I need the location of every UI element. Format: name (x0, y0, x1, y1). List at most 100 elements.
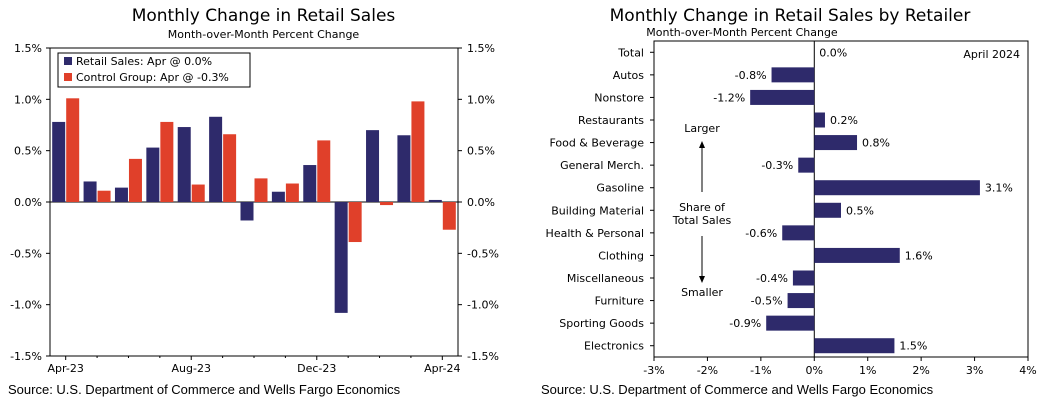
x-tick-label: -1% (750, 364, 771, 377)
category-label: Health & Personal (546, 227, 644, 240)
data-label: 0.5% (846, 204, 874, 217)
category-label: Sporting Goods (559, 317, 644, 330)
data-label: 1.5% (899, 340, 927, 353)
data-label: -0.9% (729, 317, 761, 330)
bar-control-group (191, 184, 205, 202)
y-tick-label-left: 1.5% (14, 42, 42, 55)
bar-retail-sales (52, 121, 66, 202)
bar-control-group (317, 140, 331, 202)
date-annotation: April 2024 (963, 48, 1020, 61)
bar (787, 293, 815, 309)
bar-control-group (348, 202, 362, 243)
data-label: -0.4% (756, 272, 788, 285)
x-tick-label: Apr-24 (424, 362, 460, 375)
plot-frame (653, 40, 1029, 358)
category-label: Furniture (595, 295, 645, 308)
x-tick-label: -3% (643, 364, 664, 377)
bar-control-group (160, 121, 174, 202)
bar (814, 112, 825, 128)
bar (814, 202, 841, 218)
y-tick-label-left: -1.5% (10, 350, 42, 363)
bar (814, 180, 980, 196)
x-tick-label: -2% (697, 364, 718, 377)
bar-retail-sales (397, 135, 411, 202)
x-tick-label: 0% (806, 364, 823, 377)
share-of-total-sales-label: Total Sales (672, 214, 732, 227)
bar-retail-sales (240, 202, 254, 221)
y-tick-label-right: -0.5% (467, 247, 499, 260)
data-label: 0.0% (819, 46, 847, 59)
bar-control-group (254, 178, 268, 202)
data-label: 0.8% (862, 137, 890, 150)
y-tick-label-right: -1.0% (467, 299, 499, 312)
legend-swatch (64, 57, 72, 65)
y-tick-label-left: 0.5% (14, 145, 42, 158)
legend-label: Control Group: Apr @ -0.3% (76, 71, 229, 84)
bar (798, 157, 815, 173)
y-tick-label-left: -1.0% (10, 299, 42, 312)
bar (782, 225, 815, 241)
y-tick-label-left: 0.0% (14, 196, 42, 209)
bar-retail-sales (366, 130, 380, 202)
legend-swatch (64, 73, 72, 81)
bar (814, 247, 900, 263)
up-arrow-head (699, 141, 705, 148)
category-label: Total (617, 46, 644, 59)
bar-control-group (223, 134, 237, 202)
left-chart-source: Source: U.S. Department of Commerce and … (8, 382, 401, 397)
y-tick-label-left: -0.5% (10, 247, 42, 260)
retail-sales-bar-chart: -1.5% -1.5% -1.0% -1.0% -0.5% -0.5% 0.0% 0.0% 0.… (10, 42, 499, 375)
category-label: Building Material (551, 204, 644, 217)
retailer-bar-chart: -3% -2% -1% 0% 1% 2% 3% 4% Total 0.0% Autos -0.8% No… (546, 40, 1037, 377)
category-label: Autos (613, 69, 645, 82)
legend-box (57, 52, 251, 88)
x-tick-label: Apr-23 (48, 362, 84, 375)
y-tick-label-right: -1.5% (467, 350, 499, 363)
category-label: Gasoline (596, 182, 644, 195)
smaller-label: Smaller (681, 286, 723, 299)
bar-control-group (380, 202, 394, 206)
bar-control-group (66, 98, 80, 202)
y-tick-label-right: 1.5% (467, 42, 495, 55)
y-tick-label-left: 1.0% (14, 93, 42, 106)
bar (792, 270, 815, 286)
bar (766, 315, 815, 331)
bar-retail-sales (146, 147, 160, 202)
category-label: Electronics (584, 340, 644, 353)
category-label: Clothing (598, 249, 644, 262)
y-tick-label-right: 1.0% (467, 93, 495, 106)
data-label: 3.1% (985, 182, 1013, 195)
category-label: Miscellaneous (567, 272, 644, 285)
right-chart-subtitle: Month-over-Month Percent Change (646, 26, 838, 39)
bar-control-group (97, 190, 111, 202)
bar-control-group (411, 101, 425, 202)
share-of-total-sales-label: Share of (679, 201, 726, 214)
bar-retail-sales (303, 165, 317, 202)
bar (814, 135, 858, 151)
data-label: -1.2% (713, 91, 745, 104)
left-chart-subtitle: Month-over-Month Percent Change (167, 28, 360, 41)
bar-retail-sales (177, 127, 191, 202)
x-tick-label: 3% (966, 364, 983, 377)
bar (750, 89, 815, 105)
data-label: 0.2% (830, 114, 858, 127)
bar-control-group (442, 202, 456, 230)
x-tick-label: 2% (912, 364, 929, 377)
left-chart-title: Monthly Change in Retail Sales (131, 6, 396, 26)
bar-retail-sales (271, 191, 285, 202)
bar (814, 338, 895, 354)
bar-retail-sales (114, 187, 128, 202)
data-label: -0.3% (761, 159, 793, 172)
bar-retail-sales (334, 202, 348, 313)
y-tick-label-right: 0.0% (467, 196, 495, 209)
bar-control-group (285, 183, 299, 202)
legend-label: Retail Sales: Apr @ 0.0% (76, 55, 212, 68)
larger-label: Larger (684, 122, 720, 135)
category-label: Nonstore (594, 91, 644, 104)
bar-retail-sales (209, 116, 223, 202)
x-tick-label: 1% (859, 364, 876, 377)
category-label: General Merch. (560, 159, 644, 172)
bar-retail-sales (83, 181, 97, 202)
category-label: Food & Beverage (549, 137, 644, 150)
right-chart-source: Source: U.S. Department of Commerce and … (541, 382, 934, 397)
